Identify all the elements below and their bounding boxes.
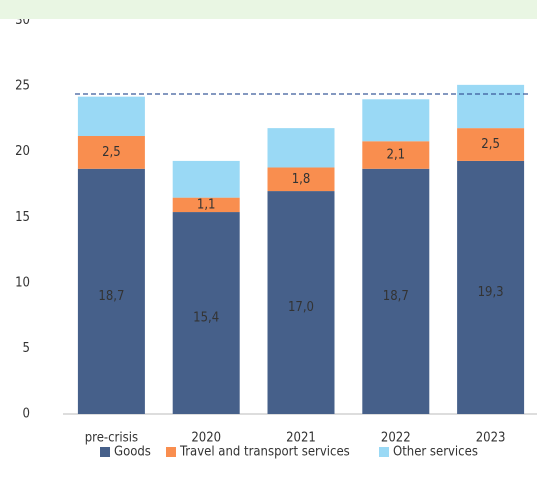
bar-segment bbox=[77, 96, 145, 136]
value-label: 18,7 bbox=[383, 289, 409, 304]
legend-swatch bbox=[166, 447, 176, 457]
x-tick-label: 2023 bbox=[476, 431, 506, 446]
bar-segment bbox=[457, 128, 525, 161]
x-tick-label: 2020 bbox=[191, 431, 221, 446]
header-banner bbox=[0, 0, 537, 19]
bar-segment bbox=[362, 168, 430, 414]
y-tick-label: 5 bbox=[23, 341, 30, 356]
bar-segment bbox=[172, 197, 240, 213]
bar-segment bbox=[457, 160, 525, 414]
bar-segment bbox=[77, 168, 145, 414]
bar-segment bbox=[362, 141, 430, 169]
value-label: 1,8 bbox=[292, 172, 311, 187]
value-label: 19,3 bbox=[478, 285, 504, 300]
y-tick-label: 25 bbox=[15, 79, 30, 94]
y-tick-label: 10 bbox=[15, 275, 30, 290]
y-tick-label: 0 bbox=[23, 407, 30, 422]
bar-segment bbox=[172, 160, 240, 198]
x-tick-label: 2021 bbox=[286, 431, 316, 446]
y-tick-label: 20 bbox=[15, 144, 30, 159]
legend-label: Travel and transport services bbox=[179, 445, 350, 460]
bar-segment bbox=[362, 99, 430, 142]
bar-segment bbox=[267, 128, 335, 168]
value-label: 15,4 bbox=[193, 311, 219, 326]
value-label: 17,0 bbox=[288, 300, 314, 315]
value-label: 2,5 bbox=[102, 145, 121, 160]
y-tick-label: 15 bbox=[15, 210, 30, 225]
bar-segment bbox=[267, 191, 335, 414]
legend-label: Other services bbox=[393, 445, 478, 460]
value-label: 2,5 bbox=[481, 137, 500, 152]
legend-swatch bbox=[100, 447, 110, 457]
legend-label: Goods bbox=[114, 445, 151, 460]
value-label: 1,1 bbox=[197, 197, 216, 212]
bar-segment bbox=[172, 212, 240, 414]
value-label: 18,7 bbox=[98, 289, 124, 304]
x-tick-label: 2022 bbox=[381, 431, 411, 446]
legend-swatch bbox=[379, 447, 389, 457]
bar-segment bbox=[267, 167, 335, 192]
value-label: 2,1 bbox=[387, 148, 406, 163]
plot-area: 051015202530pre-crisis18,72,5202015,41,1… bbox=[15, 13, 537, 460]
bar-segment bbox=[457, 84, 525, 129]
x-tick-label: pre-crisis bbox=[85, 431, 138, 446]
bar-segment bbox=[77, 135, 145, 169]
